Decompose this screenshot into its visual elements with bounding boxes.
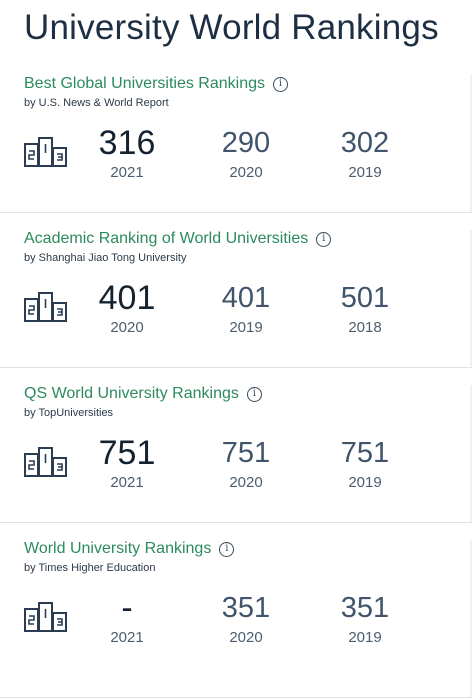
ranking-section-qs: QS World University Rankings i by TopUni… — [0, 385, 472, 523]
rank-year: 2019 — [348, 164, 382, 181]
info-icon[interactable]: i — [219, 541, 235, 557]
rank-value: 501 — [340, 282, 390, 314]
rank-value: 316 — [98, 124, 156, 162]
rank-year: 2018 — [348, 319, 382, 336]
rank-older: 351 2019 — [315, 590, 415, 649]
info-icon[interactable]: i — [273, 76, 288, 92]
rank-year: 2020 — [229, 474, 263, 491]
ranking-title-label: Best Global Universities Rankings — [24, 75, 265, 92]
rank-previous: 751 2020 — [196, 435, 296, 494]
rank-current: 401 2020 — [77, 280, 177, 339]
rank-year: 2019 — [348, 629, 382, 646]
rank-previous: 290 2020 — [196, 125, 296, 184]
ranking-section-us-news: Best Global Universities Rankings i by U… — [0, 75, 472, 213]
info-icon[interactable]: i — [246, 386, 262, 402]
ranking-section-the: World University Rankings i by Times Hig… — [0, 540, 472, 698]
rank-year: 2020 — [110, 319, 144, 336]
ranking-title[interactable]: Best Global Universities Rankings i — [24, 75, 288, 93]
rank-year: 2021 — [110, 629, 144, 646]
rank-older: 302 2019 — [315, 125, 415, 184]
ranking-source: by TopUniversities — [24, 407, 114, 419]
rank-value: 351 — [340, 592, 390, 624]
rank-current: 316 2021 — [77, 125, 177, 184]
podium-icon — [24, 602, 67, 632]
rank-year: 2021 — [110, 474, 144, 491]
podium-icon — [24, 292, 67, 322]
ranking-source: by Shanghai Jiao Tong University — [24, 252, 187, 264]
rank-older: 751 2019 — [315, 435, 415, 494]
ranking-source: by Times Higher Education — [24, 562, 156, 574]
info-icon[interactable]: i — [316, 231, 332, 247]
ranking-title[interactable]: Academic Ranking of World Universities i — [24, 230, 332, 248]
rank-value: 302 — [340, 127, 390, 159]
rank-year: 2020 — [229, 164, 263, 181]
rank-year: 2019 — [229, 319, 263, 336]
rank-value: 401 — [98, 279, 156, 317]
rank-value: 751 — [340, 437, 390, 469]
rank-value: 290 — [221, 127, 271, 159]
rank-previous: 351 2020 — [196, 590, 296, 649]
rank-year: 2021 — [110, 164, 144, 181]
ranking-source: by U.S. News & World Report — [24, 97, 169, 109]
podium-icon — [24, 137, 67, 167]
ranking-title[interactable]: QS World University Rankings i — [24, 385, 262, 403]
ranking-title[interactable]: World University Rankings i — [24, 540, 235, 558]
rank-year: 2020 — [229, 629, 263, 646]
ranking-section-arwu: Academic Ranking of World Universities i… — [0, 230, 472, 368]
rank-value: 751 — [221, 437, 271, 469]
rank-older: 501 2018 — [315, 280, 415, 339]
rank-value: - — [121, 589, 133, 627]
rank-year: 2019 — [348, 474, 382, 491]
page-title: University World Rankings — [24, 8, 439, 47]
rank-current: 751 2021 — [77, 435, 177, 494]
rank-current: - 2021 — [77, 590, 177, 649]
rank-value: 751 — [98, 434, 156, 472]
podium-icon — [24, 447, 67, 477]
ranking-title-label: QS World University Rankings — [24, 385, 239, 402]
rank-value: 351 — [221, 592, 271, 624]
rank-value: 401 — [221, 282, 271, 314]
ranking-title-label: World University Rankings — [24, 540, 212, 557]
rank-previous: 401 2019 — [196, 280, 296, 339]
ranking-title-label: Academic Ranking of World Universities — [24, 230, 309, 247]
